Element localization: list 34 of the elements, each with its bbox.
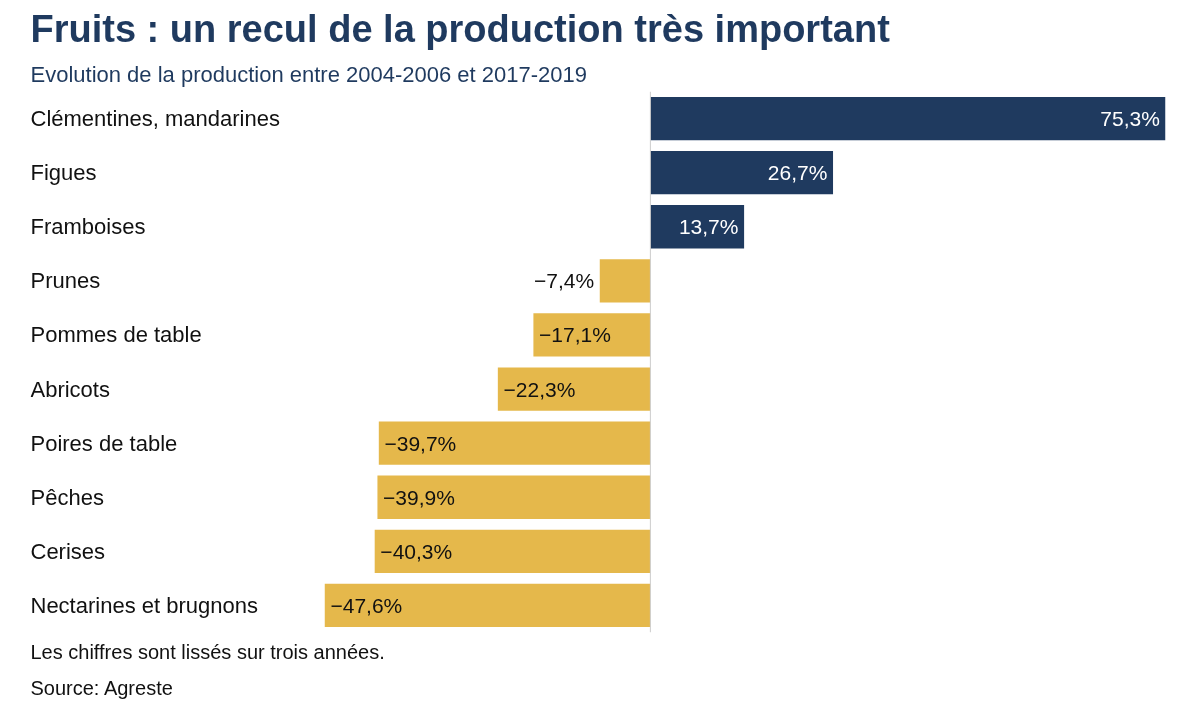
data-label: −7,4% — [533, 269, 595, 293]
source-note: Source: Agreste — [30, 676, 173, 699]
y-tick-label: Nectarines et brugnons — [30, 592, 258, 618]
data-label: 13,7% — [678, 215, 739, 239]
data-label: −39,9% — [383, 485, 455, 509]
bar — [650, 205, 745, 249]
y-tick-label: Cerises — [30, 538, 106, 564]
bar — [378, 421, 651, 465]
chart-title: Fruits : un recul de la production très important — [30, 7, 891, 50]
y-tick-label: Clémentines, mandarines — [30, 106, 280, 132]
bar — [374, 529, 651, 573]
y-tick-label: Pêches — [30, 484, 104, 510]
chart-subtitle: Evolution de la production entre 2004-2006 et 2017-2019 — [30, 61, 588, 87]
data-label: 75,3% — [1100, 107, 1160, 131]
text: Les chiffres sont lissés sur trois années. — [30, 640, 385, 663]
y-tick-label: Pommes de table — [30, 322, 202, 348]
data-label: −17,1% — [539, 323, 611, 347]
bar — [533, 313, 651, 357]
bar — [650, 96, 1166, 141]
y-tick-label: Poires de table — [30, 430, 178, 456]
bar — [377, 475, 651, 519]
data-label: −22,3% — [503, 377, 576, 401]
data-label: −40,3% — [380, 539, 453, 563]
bar — [324, 583, 651, 628]
data-label: 26,7% — [767, 161, 828, 185]
data-label: −39,7% — [384, 431, 457, 455]
y-tick-label: Figues — [30, 160, 97, 186]
y-tick-label: Prunes — [30, 268, 101, 294]
bar — [650, 151, 834, 195]
y-tick-label: Framboises — [30, 214, 146, 240]
bar — [497, 367, 651, 411]
y-tick-label: Abricots — [30, 376, 110, 402]
data-label: −47,6% — [330, 593, 403, 617]
bar — [599, 259, 651, 303]
